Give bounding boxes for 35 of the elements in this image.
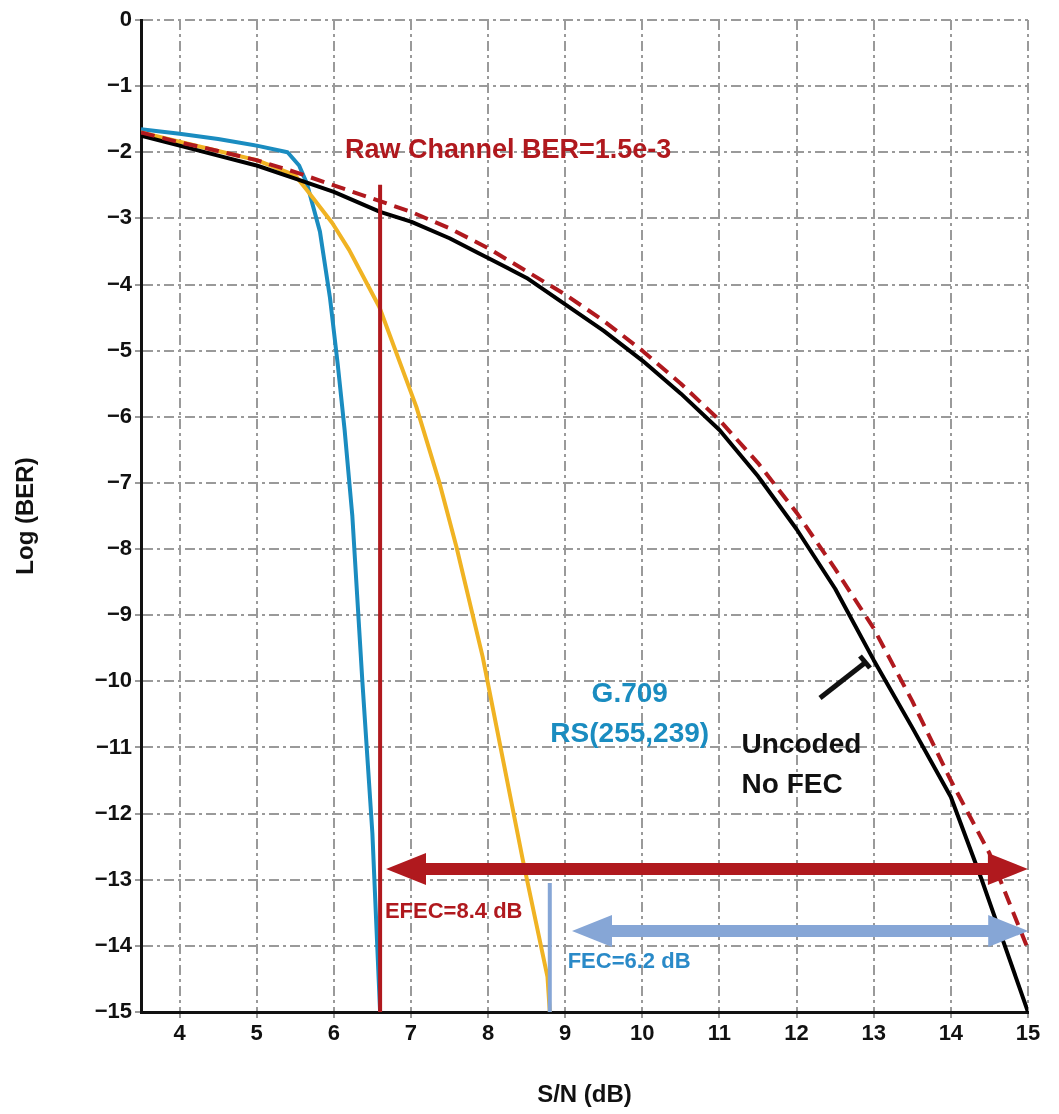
x-tick-label: 4 xyxy=(173,1020,187,1046)
x-axis-title: S/N (dB) xyxy=(537,1080,632,1108)
y-tick-label: −4 xyxy=(106,270,133,296)
x-tick-label: 15 xyxy=(1015,1020,1041,1046)
x-tick-label: 10 xyxy=(630,1020,655,1046)
y-tick-label: −13 xyxy=(94,865,132,891)
x-tick-label: 9 xyxy=(559,1020,572,1046)
y-tick-label: −6 xyxy=(106,402,132,428)
y-tick-label: −11 xyxy=(95,733,132,759)
x-tick-label: 5 xyxy=(250,1020,263,1046)
x-tick-label: 12 xyxy=(784,1020,809,1046)
annotation: EFEC=8.4 dB xyxy=(384,897,523,923)
y-tick-label: −3 xyxy=(106,204,132,230)
x-tick-label: 13 xyxy=(861,1020,886,1046)
y-tick-label: −5 xyxy=(106,336,132,362)
y-tick-label: 0 xyxy=(119,6,132,32)
y-tick-label: −8 xyxy=(106,535,132,561)
x-tick-label: 11 xyxy=(707,1020,732,1046)
y-tick-label: −1 xyxy=(106,72,132,98)
annotation: FEC=6.2 dB xyxy=(567,948,691,974)
y-axis-title: Log (BER) xyxy=(11,457,39,575)
y-tick-label: −10 xyxy=(94,667,132,693)
y-tick-label: −9 xyxy=(106,601,132,627)
x-tick-label: 14 xyxy=(938,1020,964,1046)
y-tick-label: −14 xyxy=(94,931,133,957)
y-tick-label: −15 xyxy=(94,998,132,1024)
annotation: Uncoded No FEC xyxy=(741,727,862,799)
annotation: Raw Channel BER=1.5e-3 xyxy=(345,134,672,165)
y-tick-label: −2 xyxy=(106,138,132,164)
x-tick-label: 7 xyxy=(404,1020,418,1046)
x-tick-label: 6 xyxy=(327,1020,340,1046)
annotation: G.709 RS(255,239) xyxy=(550,677,710,749)
y-tick-label: −12 xyxy=(94,799,132,825)
x-tick-label: 8 xyxy=(481,1020,495,1046)
y-tick-label: −7 xyxy=(106,469,132,494)
